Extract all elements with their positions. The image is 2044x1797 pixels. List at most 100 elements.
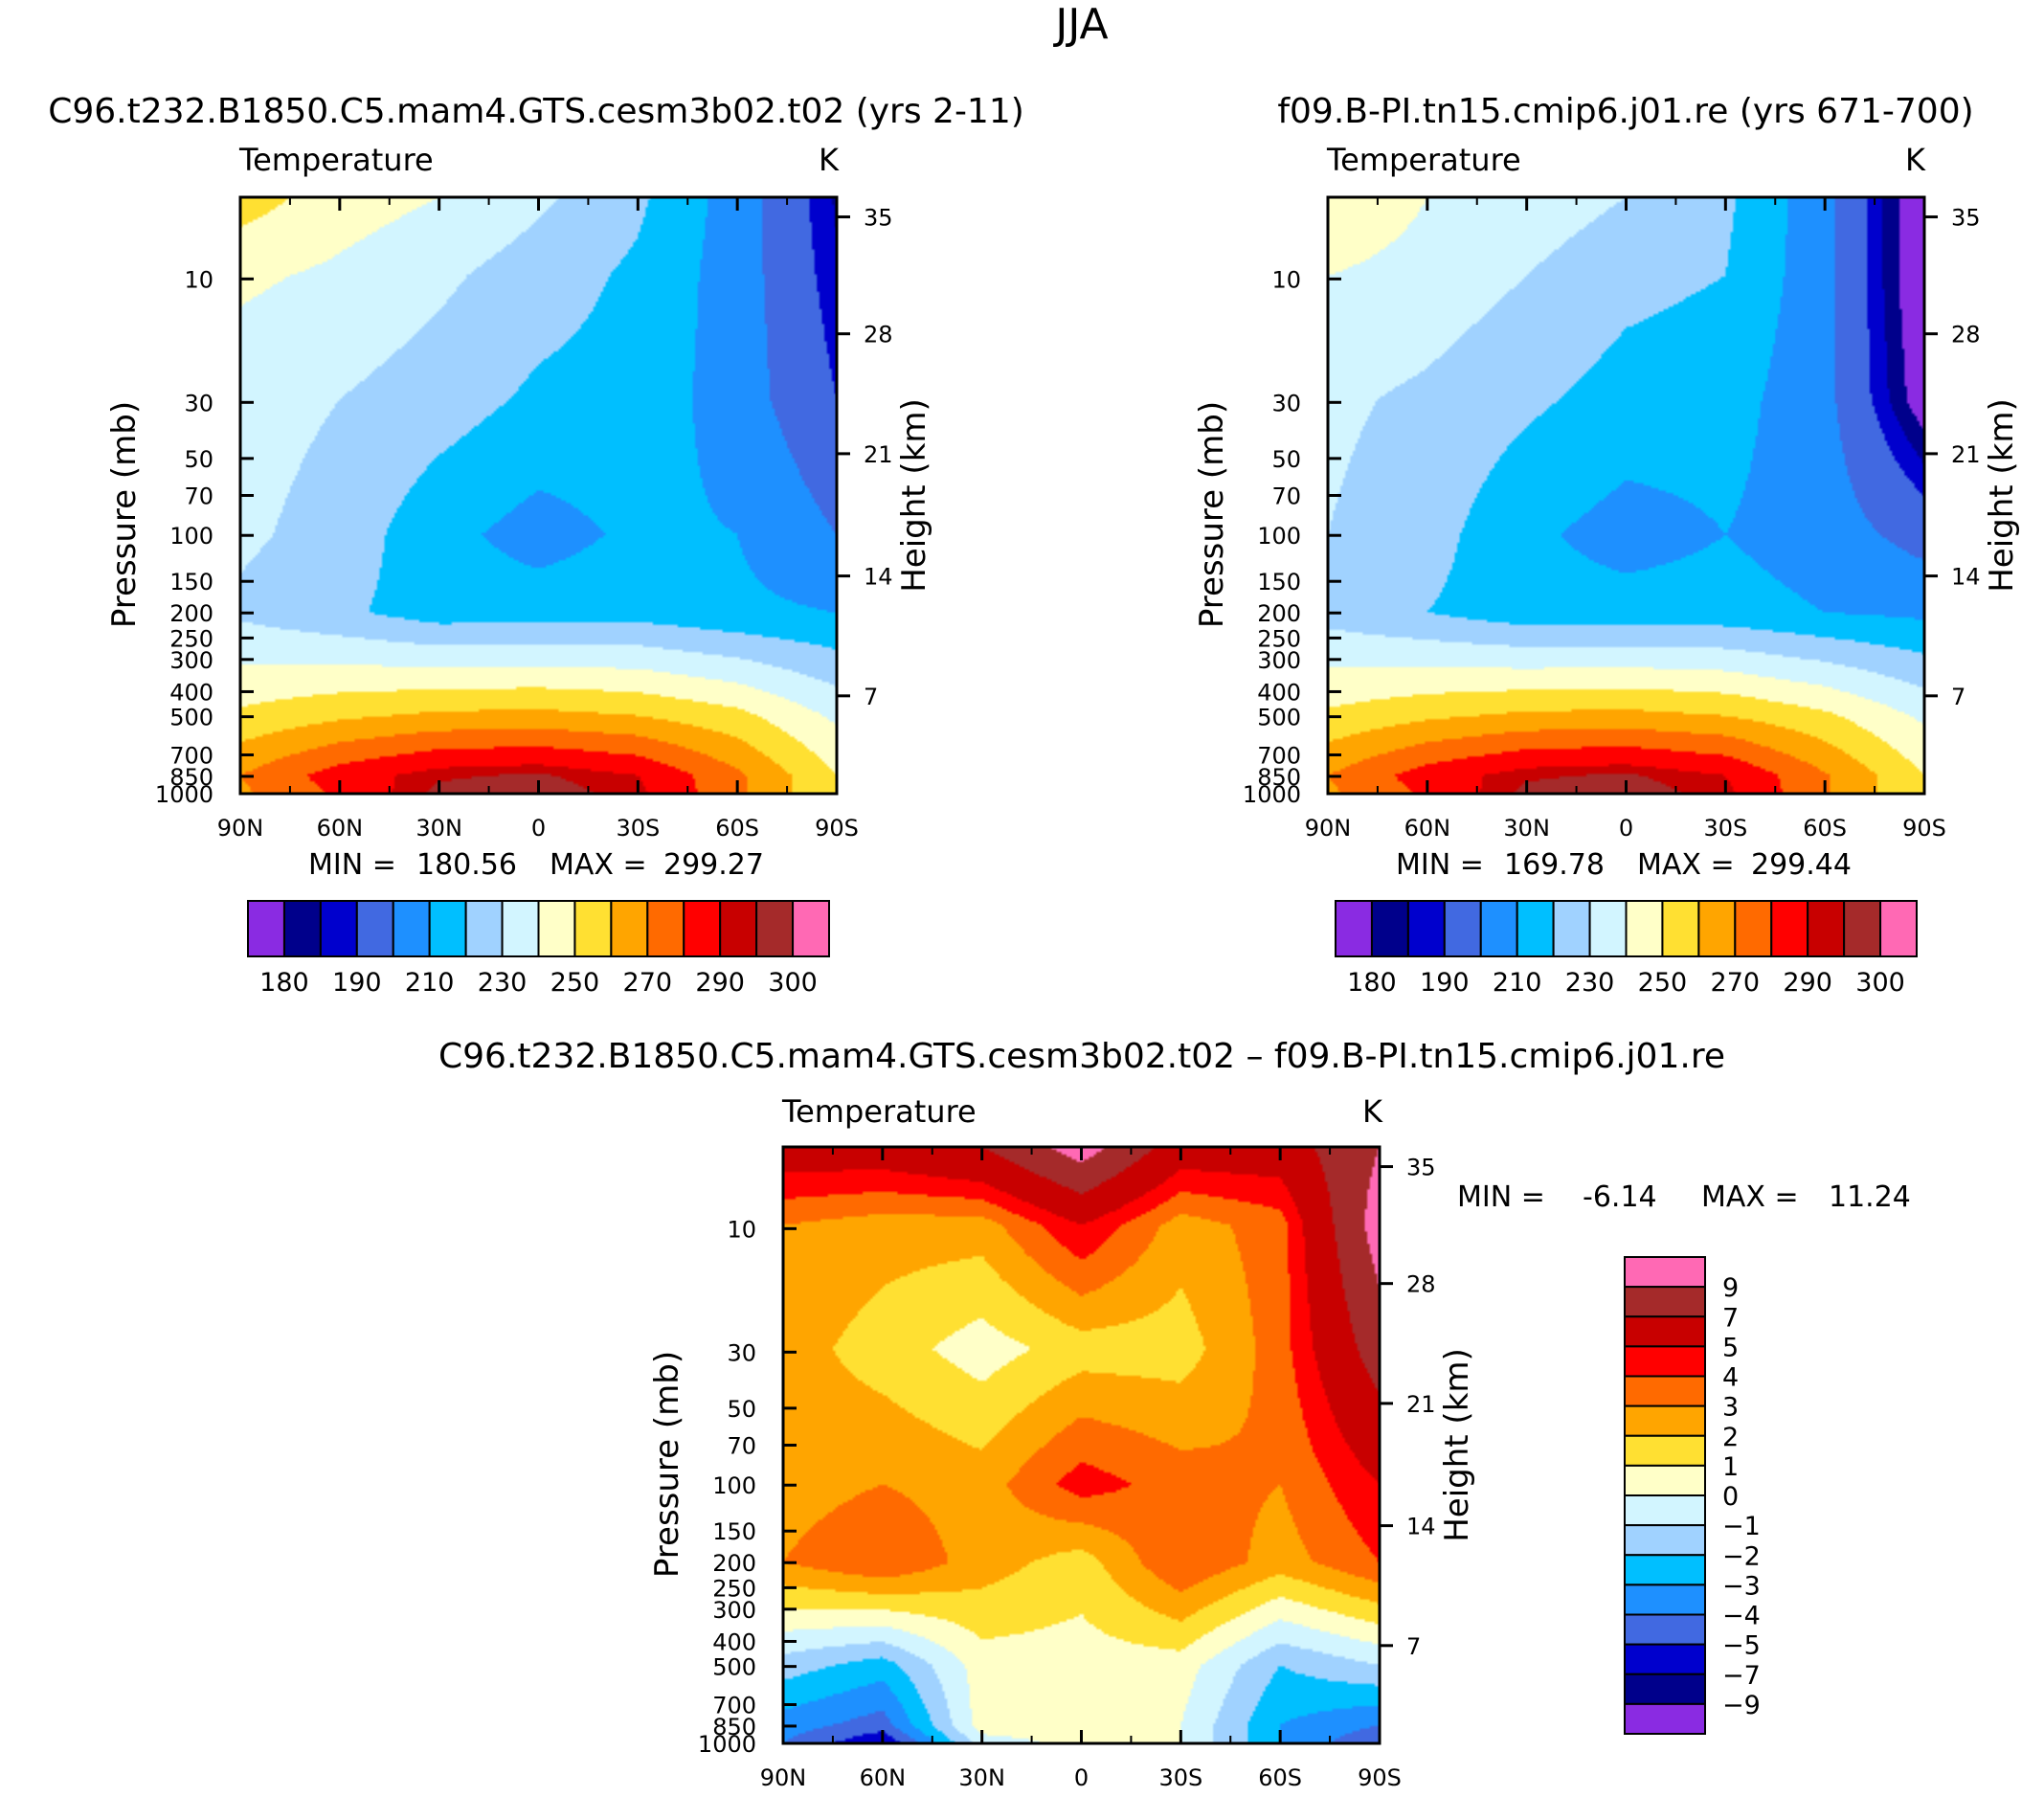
panel-test-title: f09.B-PI.tn15.cmip6.j01.re (yrs 671-700) (1277, 92, 1973, 131)
colorbar-box (1624, 1286, 1706, 1318)
x-tick-label: 60S (1258, 1764, 1302, 1791)
y-tick-label: 50 (1271, 446, 1301, 473)
colorbar-box (1479, 900, 1518, 957)
panel-test-colorbar: 180 190 210 230 250 270 290 300 (1335, 900, 1918, 998)
colorbar-box (1879, 900, 1918, 957)
x-tick-label: 30S (616, 815, 660, 842)
colorbar-label: −4 (1722, 1602, 1761, 1631)
colorbar-box (683, 900, 722, 957)
y-tick-label: 250 (169, 625, 213, 652)
season-title: JJA (1052, 0, 1108, 49)
x-tick-label: 30S (1158, 1764, 1202, 1791)
colorbar-box (1624, 1256, 1706, 1289)
y-tick-label: 50 (727, 1396, 756, 1423)
y2-tick-label: 35 (864, 205, 893, 232)
y-tick-label: 700 (169, 743, 213, 770)
x-tick-label: 60S (1803, 815, 1847, 842)
colorbar-box (464, 900, 504, 957)
colorbar-label: 190 (1420, 968, 1470, 998)
panel-test-min-value: 169.78 (1504, 848, 1605, 882)
y-tick-label: 1000 (155, 781, 213, 808)
colorbar-label: 250 (1638, 968, 1688, 998)
y2-tick-label: 7 (1406, 1633, 1421, 1660)
panel-diff-min-label: MIN = (1457, 1180, 1545, 1214)
colorbar-label: 0 (1722, 1482, 1739, 1512)
colorbar-label: 250 (550, 968, 600, 998)
panel-control-subtitle: Temperature (238, 142, 434, 178)
colorbar-box (1734, 900, 1773, 957)
y-tick-label: 150 (712, 1518, 756, 1545)
x-tick-label: 90S (815, 815, 859, 842)
colorbar-box (1624, 1375, 1706, 1407)
colorbar-box (573, 900, 613, 957)
colorbar-label: 230 (478, 968, 528, 998)
colorbar-box (1443, 900, 1482, 957)
y-tick-label: 200 (1257, 600, 1301, 627)
y-tick-label: 200 (712, 1550, 756, 1577)
panel-test-axes: 90N 60N 30N 0 30S 60S 90S103050701001502002503… (1193, 197, 2021, 842)
colorbar-box (1370, 900, 1409, 957)
panel-diff-min-value: -6.14 (1583, 1180, 1657, 1214)
colorbar-box (1770, 900, 1809, 957)
x-tick-label: 90N (760, 1764, 807, 1791)
colorbar-box (1624, 1643, 1706, 1675)
y-axis-label: Pressure (mb) (105, 401, 144, 628)
colorbar-label: 4 (1722, 1363, 1739, 1393)
y-tick-label: 30 (727, 1339, 756, 1366)
panel-diff-axes: 90N 60N 30N 0 30S 60S 90S103050701001502002503… (648, 1147, 1476, 1791)
colorbar-label: −3 (1722, 1571, 1761, 1601)
y-tick-label: 30 (1271, 390, 1301, 416)
y-axis-label: Pressure (mb) (1193, 401, 1231, 628)
y-tick-label: 150 (169, 569, 213, 595)
colorbar-box (1624, 1404, 1706, 1437)
colorbar-label: −5 (1722, 1631, 1761, 1661)
colorbar-box (319, 900, 358, 957)
y-tick-label: 1000 (1243, 781, 1301, 808)
panel-control-colorbar: 180 190 210 230 250 270 290 300 (247, 900, 830, 998)
y2-tick-label: 7 (1951, 684, 1965, 710)
y-tick-label: 100 (169, 523, 213, 550)
panel-diff-max-value: 11.24 (1829, 1180, 1911, 1214)
colorbar-box (282, 900, 322, 957)
panel-control-units: K (819, 142, 840, 178)
y-tick-label: 150 (1257, 569, 1301, 595)
colorbar-box (1625, 900, 1664, 957)
y-tick-label: 700 (712, 1693, 756, 1719)
colorbar-box (1624, 1673, 1706, 1705)
panel-control-contour-field (240, 197, 837, 794)
x-tick-label: 0 (531, 815, 546, 842)
colorbar-box (646, 900, 685, 957)
y-tick-label: 10 (727, 1216, 756, 1243)
x-tick-label: 60N (317, 815, 364, 842)
colorbar-label: −7 (1722, 1661, 1761, 1691)
colorbar-label: 270 (623, 968, 673, 998)
panel-diff-contour-field (783, 1147, 1380, 1743)
y-tick-label: 300 (169, 647, 213, 674)
colorbar-label: −1 (1722, 1512, 1761, 1541)
colorbar-box (501, 900, 540, 957)
colorbar-label: 230 (1565, 968, 1615, 998)
colorbar-label: 180 (1347, 968, 1397, 998)
y-tick-label: 70 (184, 483, 213, 510)
colorbar-box (1624, 1524, 1706, 1557)
y2-tick-label: 14 (1951, 564, 1981, 591)
x-tick-label: 90N (217, 815, 264, 842)
y-tick-label: 250 (1257, 625, 1301, 652)
panel-diff: C96.t232.B1850.C5.mam4.GTS.cesm3b02.t02 … (438, 1037, 1911, 1791)
colorbar-label: 270 (1711, 968, 1761, 998)
colorbar-label: 1 (1722, 1452, 1739, 1482)
colorbar-box (610, 900, 649, 957)
panel-test-subtitle: Temperature (1326, 142, 1521, 178)
y2-tick-label: 7 (864, 684, 878, 710)
y-tick-label: 70 (1271, 483, 1301, 510)
y2-tick-label: 21 (1406, 1391, 1436, 1418)
y2-tick-label: 28 (1406, 1271, 1436, 1298)
panel-control: C96.t232.B1850.C5.mam4.GTS.cesm3b02.t02 … (48, 92, 1024, 998)
y2-axis-label: Height (km) (895, 398, 933, 593)
y-tick-label: 10 (184, 266, 213, 293)
colorbar-box (1335, 900, 1373, 957)
colorbar-box (355, 900, 394, 957)
y-tick-label: 250 (712, 1575, 756, 1602)
colorbar-box (1624, 1434, 1706, 1467)
